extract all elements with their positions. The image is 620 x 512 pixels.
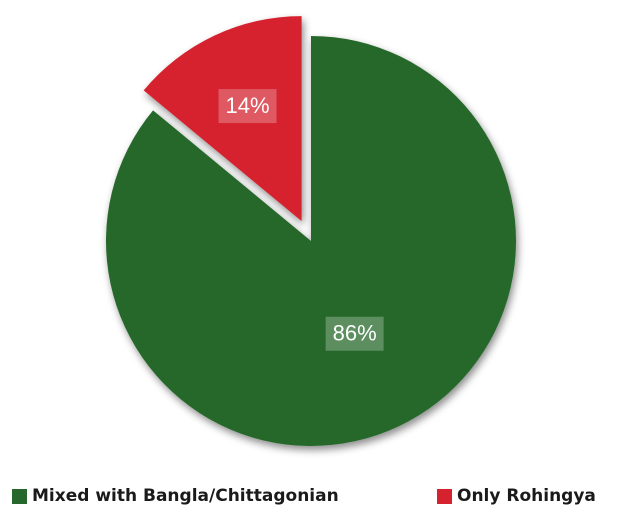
legend-item-mixed: Mixed with Bangla/Chittagonian	[12, 484, 339, 508]
chart-legend: Mixed with Bangla/Chittagonian Only Rohi…	[0, 484, 620, 512]
slice-label-mixed-with-bangla-chittagonian: 86%	[333, 321, 377, 346]
legend-item-only-rohingya: Only Rohingya	[437, 484, 596, 508]
legend-swatch-mixed	[12, 489, 27, 504]
slice-label-only-rohingya: 14%	[225, 93, 269, 118]
legend-swatch-only-rohingya	[437, 489, 452, 504]
legend-label-mixed: Mixed with Bangla/Chittagonian	[32, 486, 339, 506]
pie-slices	[106, 16, 516, 446]
legend-label-only-rohingya: Only Rohingya	[457, 486, 596, 506]
